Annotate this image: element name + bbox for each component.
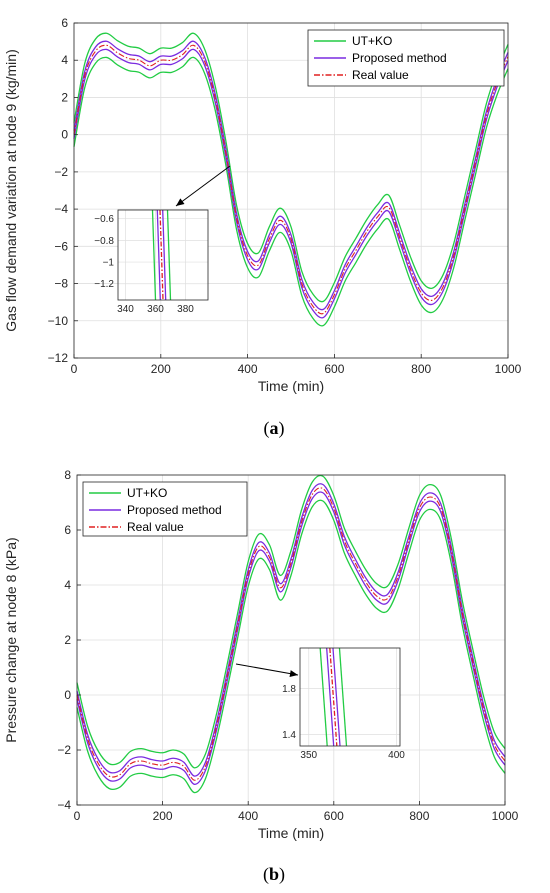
inset-line-proposed bbox=[332, 647, 341, 747]
series-line-utko bbox=[73, 56, 509, 327]
y-tick-label: −8 bbox=[54, 277, 68, 291]
series-line-proposed bbox=[76, 483, 506, 777]
y-tick-label: 6 bbox=[61, 16, 68, 30]
caption-close-paren-a: ) bbox=[279, 418, 285, 439]
y-tick-label: 0 bbox=[61, 128, 68, 142]
series-lines-a bbox=[73, 32, 509, 327]
inset-line-real bbox=[329, 647, 338, 747]
inset-frame bbox=[299, 647, 401, 747]
y-axis-label-b: Pressure change at node 8 (kPa) bbox=[3, 537, 19, 742]
inset-x-tick-label: 360 bbox=[147, 304, 164, 315]
y-tick-label: 0 bbox=[64, 688, 71, 702]
legend-label-proposed: Proposed method bbox=[352, 51, 447, 65]
inset-line-utko bbox=[338, 647, 348, 747]
tick-labels-a: 0 200 400 600 800 1000 −12 −10 −8 −6 −4 −2 0 2 4 6 bbox=[48, 16, 522, 376]
caption-letter-b: b bbox=[269, 864, 279, 884]
series-line-utko bbox=[76, 474, 506, 769]
inset-line-proposed bbox=[326, 647, 335, 747]
inset-line-utko bbox=[151, 209, 157, 301]
series-line-utko bbox=[73, 32, 509, 303]
legend-b: UT+KO Proposed method Real value bbox=[82, 481, 248, 537]
inset-frame bbox=[117, 209, 209, 301]
y-tick-label: 2 bbox=[61, 90, 68, 104]
inset-a: 340 360 380 −0.6 −0.8 −1 −1.2 bbox=[94, 165, 231, 315]
y-tick-label: −10 bbox=[48, 314, 69, 328]
inset-x-tick-label: 350 bbox=[300, 750, 317, 761]
series-line-proposed bbox=[73, 40, 509, 311]
inset-line-utko bbox=[166, 209, 172, 301]
x-tick-label: 600 bbox=[324, 809, 344, 823]
x-tick-label: 600 bbox=[324, 362, 344, 376]
x-tick-label: 1000 bbox=[495, 362, 522, 376]
inset-b: 350 400 1.8 1.4 bbox=[235, 647, 405, 761]
legend-a: UT+KO Proposed method Real value bbox=[307, 29, 505, 87]
x-tick-label: 400 bbox=[238, 809, 258, 823]
tick-labels-b: 0 200 400 600 800 1000 −4 −2 0 2 4 6 8 bbox=[57, 468, 518, 823]
zoom-arrow-head bbox=[289, 670, 298, 678]
series-line-real bbox=[73, 44, 509, 315]
inset-line-proposed bbox=[162, 209, 167, 301]
legend-box bbox=[82, 481, 248, 537]
x-axis-label-b: Time (min) bbox=[258, 825, 324, 841]
x-tick-label: 200 bbox=[151, 362, 171, 376]
x-tick-label: 800 bbox=[409, 809, 429, 823]
x-tick-label: 0 bbox=[71, 362, 78, 376]
panel-caption-a: (a) bbox=[264, 418, 285, 439]
inset-y-tick-label: −1 bbox=[103, 258, 115, 269]
inset-y-tick-label: −1.2 bbox=[94, 279, 114, 290]
inset-background bbox=[300, 648, 400, 746]
caption-open-paren-a: ( bbox=[264, 418, 270, 439]
series-line-proposed bbox=[76, 491, 506, 786]
caption-open-paren-b: ( bbox=[263, 864, 269, 885]
panel-a: 0 200 400 600 800 1000 −12 −10 −8 −6 −4 −2 0 2 4 6 Time… bbox=[3, 16, 522, 439]
x-axis-label-a: Time (min) bbox=[258, 378, 324, 394]
inset-x-tick-label: 380 bbox=[177, 304, 194, 315]
series-line-proposed bbox=[73, 48, 509, 319]
x-tick-label: 400 bbox=[238, 362, 258, 376]
x-tick-label: 1000 bbox=[492, 809, 519, 823]
legend-label-real: Real value bbox=[127, 520, 184, 534]
zoom-arrow-line bbox=[235, 663, 299, 676]
inset-line-real bbox=[159, 209, 164, 301]
y-tick-label: −4 bbox=[54, 202, 68, 216]
y-tick-label: −12 bbox=[48, 351, 69, 365]
caption-letter-a: a bbox=[270, 418, 279, 438]
series-line-real bbox=[76, 487, 506, 781]
y-axis-label-a: Gas flow demand variation at node 9 (kg/… bbox=[3, 49, 19, 331]
y-tick-label: 6 bbox=[64, 523, 71, 537]
y-tick-label: 4 bbox=[64, 578, 71, 592]
x-tick-label: 0 bbox=[74, 809, 81, 823]
y-tick-label: −4 bbox=[57, 798, 71, 812]
x-tick-label: 800 bbox=[411, 362, 431, 376]
inset-y-tick-label: 1.4 bbox=[282, 730, 296, 741]
inset-x-tick-label: 340 bbox=[117, 304, 134, 315]
panel-b: 0 200 400 600 800 1000 −4 −2 0 2 4 6 8 Time (min) Pr… bbox=[3, 468, 519, 885]
inset-line-utko bbox=[319, 647, 328, 747]
y-tick-label: 2 bbox=[64, 633, 71, 647]
inset-x-tick-label: 400 bbox=[388, 750, 405, 761]
series-lines-b bbox=[76, 474, 506, 794]
inset-y-tick-label: 1.8 bbox=[282, 684, 296, 695]
y-tick-label: −2 bbox=[57, 743, 71, 757]
legend-label-utko: UT+KO bbox=[352, 34, 392, 48]
legend-label-utko: UT+KO bbox=[127, 486, 167, 500]
y-tick-label: −6 bbox=[54, 239, 68, 253]
series-line-utko bbox=[76, 499, 506, 794]
axes-frame-a bbox=[73, 22, 509, 359]
caption-close-paren-b: ) bbox=[279, 864, 285, 885]
panel-caption-b: (b) bbox=[263, 864, 285, 885]
inset-y-tick-label: −0.8 bbox=[94, 236, 114, 247]
inset-y-tick-label: −0.6 bbox=[94, 214, 114, 225]
legend-label-real: Real value bbox=[352, 68, 409, 82]
legend-label-proposed: Proposed method bbox=[127, 503, 222, 517]
y-tick-label: −2 bbox=[54, 165, 68, 179]
x-tick-label: 200 bbox=[153, 809, 173, 823]
inset-line-proposed bbox=[156, 209, 161, 301]
zoom-arrow-head bbox=[176, 198, 185, 206]
y-tick-label: 4 bbox=[61, 53, 68, 67]
zoom-arrow-line bbox=[175, 165, 231, 207]
y-tick-label: 8 bbox=[64, 468, 71, 482]
